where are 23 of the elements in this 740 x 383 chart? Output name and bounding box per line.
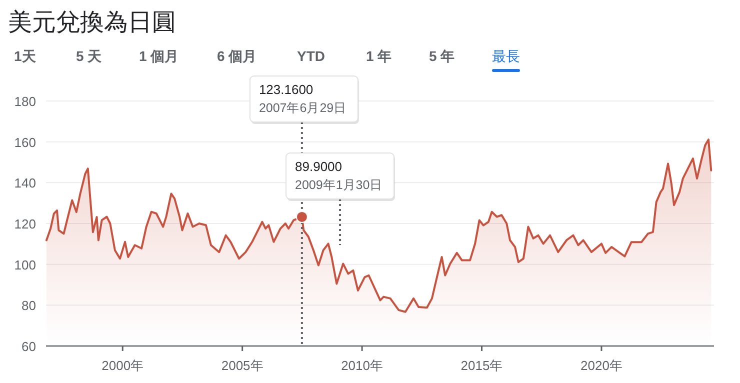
x-tick-label: 2005年 — [221, 358, 264, 373]
y-tick-label: 80 — [22, 298, 36, 314]
text: 5 年 — [429, 48, 455, 64]
x-tick-label: 2000年 — [102, 358, 144, 373]
text: 6 個月 — [217, 48, 257, 64]
y-tick-label: 100 — [14, 257, 36, 272]
y-tick-label: 140 — [14, 176, 36, 191]
y-tick-label: 180 — [14, 94, 36, 109]
text: 5 天 — [76, 48, 103, 64]
ref-line-label: 123.1600 2007年6月29日 — [258, 82, 347, 115]
text: 1 年 — [366, 48, 392, 64]
x-tick-label: 2020年 — [580, 358, 622, 373]
x-tick-label: 2010年 — [341, 358, 384, 373]
ref-line-label: 89.9000 2009年1月30日 — [295, 159, 383, 192]
y-tick-label: 120 — [14, 216, 36, 232]
text: YTD — [297, 48, 325, 64]
x-tick-label: 2015年 — [460, 358, 503, 373]
text: 1 個月 — [139, 48, 179, 64]
text: 1天 — [14, 48, 37, 64]
y-tick-label: 160 — [14, 134, 36, 150]
y-tick-label: 60 — [22, 339, 36, 354]
chart-title: 美元兌換為日圓 — [8, 9, 176, 36]
text: 最長 — [492, 48, 520, 64]
